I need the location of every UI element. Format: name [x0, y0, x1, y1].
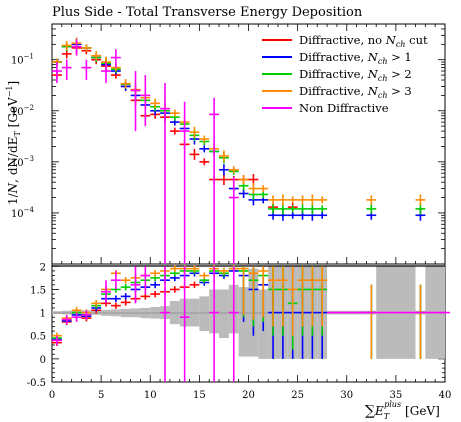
x-tick-label: 15	[193, 390, 206, 401]
x-tick-label: 0	[49, 390, 55, 401]
y-tick-label: 10−1	[11, 53, 34, 67]
y-tick-label: 10−3	[11, 155, 34, 169]
x-tick-label: 35	[390, 390, 403, 401]
band-segment	[61, 310, 72, 315]
legend-item-nocut: Diffractive, no Nch cut	[262, 33, 428, 49]
band-segment	[199, 296, 210, 332]
band-segment	[189, 298, 200, 327]
band-segment	[52, 311, 62, 314]
legend-item-gt1: Diffractive, Nch > 1	[262, 50, 412, 66]
x-tick-label: 10	[144, 390, 157, 401]
legend-label: Diffractive, no Nch cut	[299, 33, 428, 49]
ratio-y-tick-label: 0	[40, 355, 46, 366]
ratio-y-tick-label: 2	[40, 262, 46, 273]
ratio-y-tick-label: 0.5	[30, 332, 46, 343]
x-tick-label: 40	[439, 390, 452, 401]
chart-title: Plus Side - Total Transverse Energy Depo…	[52, 5, 363, 20]
legend-item-gt2: Diffractive, Nch > 2	[262, 67, 412, 83]
series-nondiff	[52, 39, 239, 264]
ratio-y-tick-label: 1	[40, 309, 46, 320]
ratio-series-nondiff	[52, 266, 450, 382]
y-tick-label: 10−2	[11, 104, 34, 118]
legend-item-nondiff: Non Diffractive	[262, 101, 389, 115]
x-tick-label: 30	[340, 390, 353, 401]
ratio-y-tick-label: -0.5	[27, 378, 46, 389]
main-series-group	[52, 37, 426, 264]
ratio-series-group	[52, 265, 450, 382]
x-axis-label: ∑ETplus [GeV]	[365, 400, 440, 421]
band-segment	[219, 289, 229, 339]
legend-label: Non Diffractive	[299, 101, 389, 115]
y-tick-label: 10−4	[11, 206, 35, 220]
ratio-y-tick-label: 1.5	[30, 285, 46, 296]
x-axis: 0 5 10 15 20 25 30 35 40	[49, 24, 452, 401]
band-segment	[169, 301, 180, 325]
legend-label: Diffractive, Nch > 1	[299, 50, 412, 66]
legend-label: Diffractive, Nch > 2	[299, 67, 412, 83]
legend-item-gt3: Diffractive, Nch > 3	[262, 84, 412, 100]
legend-label: Diffractive, Nch > 3	[299, 84, 412, 100]
main-y-axis: 10−1 10−2 10−3 10−4	[11, 23, 445, 265]
y-axis-label: 1/N, dN/dET [GeV−1]	[5, 81, 22, 205]
x-tick-label: 20	[242, 390, 255, 401]
x-tick-label: 5	[98, 390, 104, 401]
x-tick-label: 25	[291, 390, 304, 401]
